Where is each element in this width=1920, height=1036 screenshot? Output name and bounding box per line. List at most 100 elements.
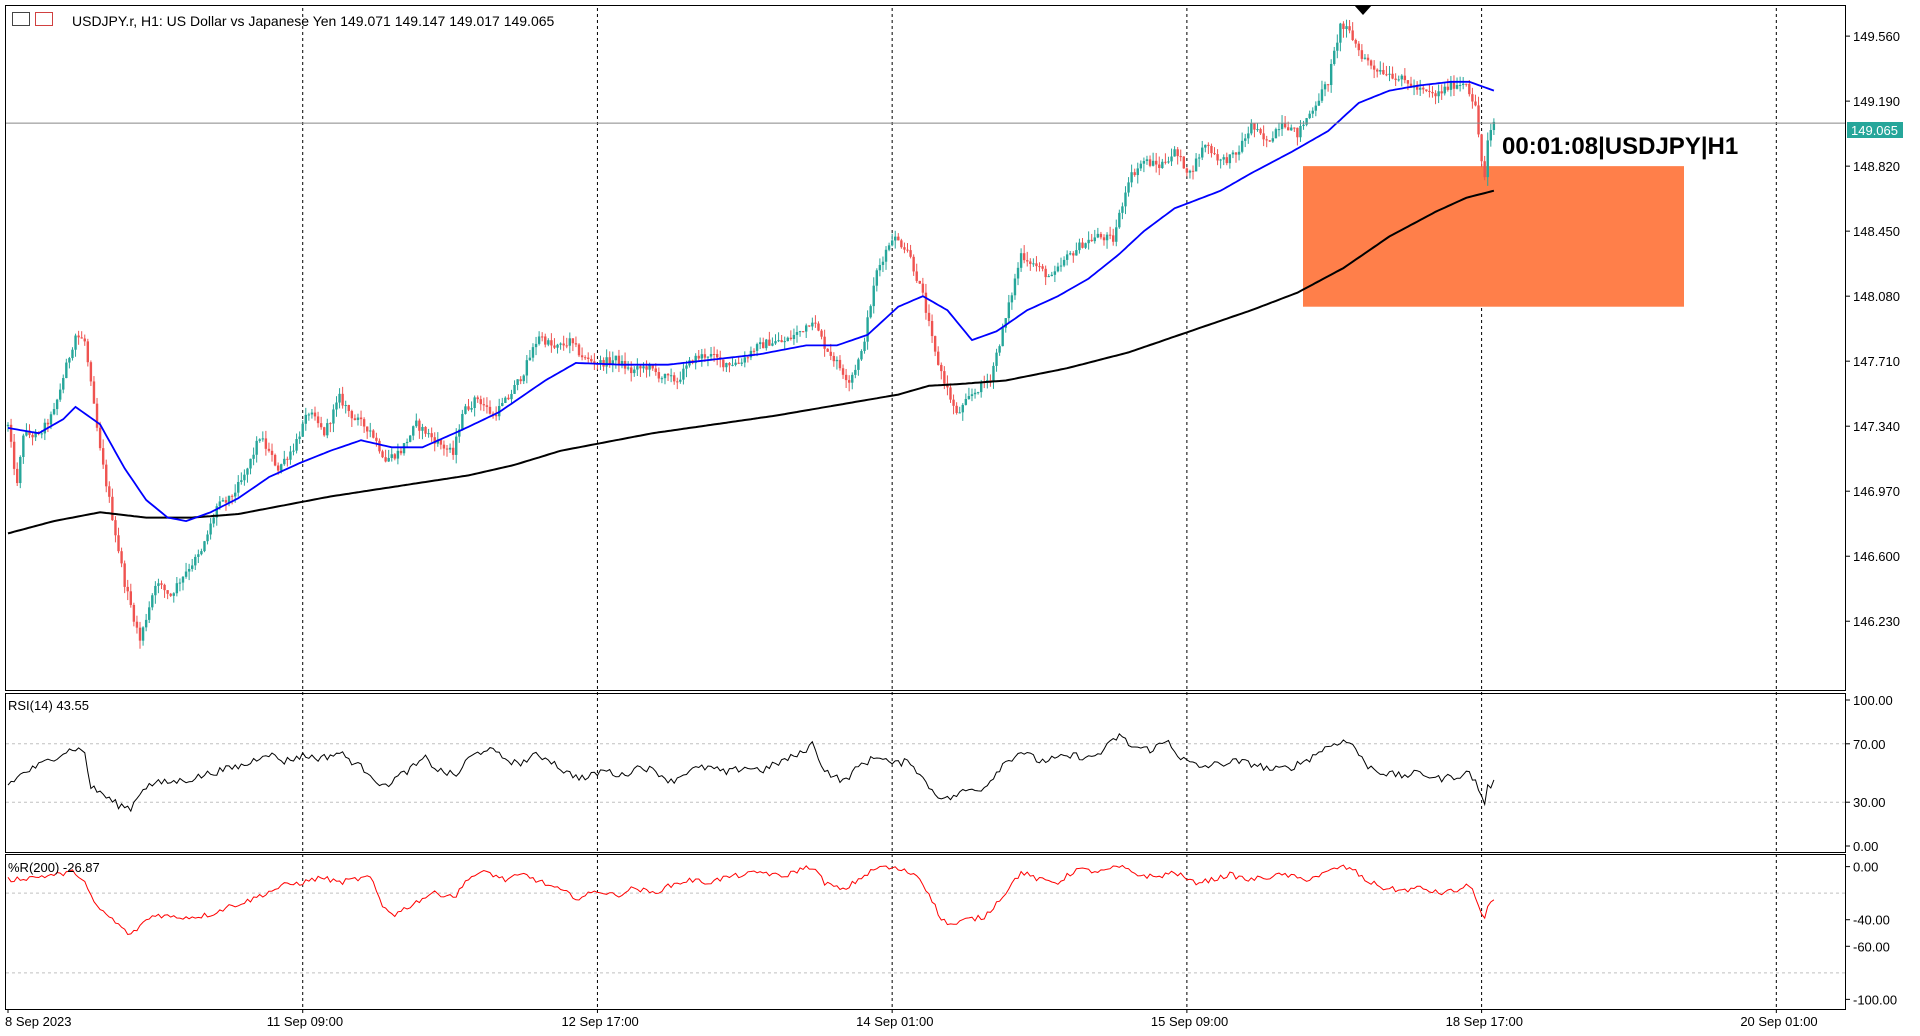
- candle-body: [731, 364, 734, 366]
- candle-body: [105, 464, 108, 487]
- candle-body: [347, 405, 350, 412]
- candle-body: [630, 367, 633, 374]
- candle-body: [556, 344, 559, 348]
- candle-body: [461, 413, 464, 430]
- candle-body: [995, 352, 998, 366]
- candle-body: [528, 357, 532, 361]
- candle-body: [19, 456, 22, 484]
- candle-body: [424, 426, 427, 434]
- price-axis-tick-label: 149.190: [1853, 94, 1900, 109]
- candle-body: [270, 450, 274, 455]
- candle-body: [841, 368, 845, 375]
- candle-body: [1194, 158, 1198, 172]
- candle-body: [323, 427, 326, 436]
- candle-body: [43, 422, 47, 434]
- symbol-info: USDJPY.r, H1: US Dollar vs Japanese Yen …: [72, 13, 555, 29]
- candle-body: [1406, 80, 1410, 84]
- candle-body: [92, 381, 96, 404]
- candle-body: [1240, 140, 1244, 152]
- candle-body: [1449, 80, 1453, 90]
- candle-body: [479, 399, 482, 405]
- candle-body: [101, 448, 105, 465]
- candle-body: [860, 351, 863, 360]
- candle-body: [1173, 149, 1176, 157]
- candle-body: [786, 337, 789, 342]
- candle-body: [1075, 250, 1078, 256]
- candle-body: [915, 271, 918, 281]
- shift-marker-icon[interactable]: [1354, 5, 1372, 15]
- candle-body: [455, 436, 458, 455]
- candle-body: [1234, 152, 1238, 155]
- candle-body: [1250, 123, 1253, 134]
- candle-body: [1360, 50, 1364, 59]
- candle-body: [1170, 156, 1173, 162]
- candle-body: [851, 374, 854, 383]
- candle-body: [1296, 127, 1299, 138]
- candle-body: [734, 362, 737, 365]
- candle-body: [897, 236, 900, 241]
- candle-body: [863, 341, 866, 352]
- candle-body: [1372, 65, 1376, 70]
- candle-body: [200, 551, 203, 555]
- candle-body: [534, 343, 538, 348]
- candle-body: [1446, 86, 1450, 90]
- candle-body: [574, 343, 578, 345]
- rsi-line: [7, 732, 1495, 813]
- candle-body: [22, 435, 25, 457]
- candle-body: [341, 393, 344, 406]
- candle-body: [605, 357, 608, 367]
- candle-body: [771, 343, 774, 346]
- rsi-axis-tick-label: 70.00: [1853, 737, 1886, 752]
- candle-body: [663, 373, 667, 379]
- candle-body: [381, 451, 384, 458]
- candle-body: [571, 338, 575, 344]
- candle-body: [470, 408, 473, 410]
- price-axis-tick-label: 148.080: [1853, 289, 1900, 304]
- candle-body: [1391, 73, 1394, 79]
- candle-body: [875, 270, 879, 286]
- candle-body: [626, 367, 630, 369]
- candle-body: [712, 353, 716, 355]
- candle-body: [172, 593, 175, 596]
- candle-body: [433, 437, 436, 444]
- candle-body: [1053, 271, 1057, 275]
- candle-body: [160, 583, 163, 585]
- candle-body: [120, 551, 123, 564]
- candle-body: [1062, 259, 1066, 266]
- time-axis-label: 20 Sep 01:00: [1740, 1014, 1817, 1029]
- price-axis-tick-label: 146.600: [1853, 549, 1900, 564]
- candle-body: [1280, 122, 1284, 130]
- candle-body: [1118, 212, 1121, 228]
- candle-body: [740, 362, 743, 364]
- candle-body: [1277, 129, 1281, 131]
- candle-body: [1339, 23, 1342, 43]
- candle-body: [970, 394, 974, 397]
- rsi-axis: 100.00 70.00 30.00 0.00: [1845, 693, 1893, 854]
- candle-body: [421, 426, 424, 431]
- candle-body: [854, 369, 857, 375]
- candle-body: [399, 450, 403, 454]
- candle-body: [611, 360, 614, 364]
- candle-body: [562, 343, 565, 346]
- candle-body: [869, 306, 872, 318]
- candle-body: [1090, 239, 1093, 242]
- candle-body: [353, 418, 357, 421]
- candle-body: [1290, 127, 1293, 131]
- current-price-badge: [1847, 122, 1903, 138]
- candle-body: [329, 423, 332, 425]
- candle-body: [1108, 234, 1112, 236]
- symbol-icon[interactable]: [35, 12, 53, 26]
- candle-body: [906, 249, 909, 251]
- candle-body: [1425, 89, 1428, 91]
- candle-body: [98, 427, 102, 449]
- candle-body: [1314, 105, 1318, 111]
- candle-body: [1087, 239, 1090, 244]
- chart-menu-icon[interactable]: [12, 12, 30, 26]
- candle-body: [1366, 57, 1370, 61]
- candle-body: [224, 500, 228, 503]
- candle-body: [992, 365, 995, 381]
- candle-body: [1121, 206, 1124, 213]
- candle-body: [1477, 105, 1480, 135]
- candle-body: [1480, 134, 1483, 162]
